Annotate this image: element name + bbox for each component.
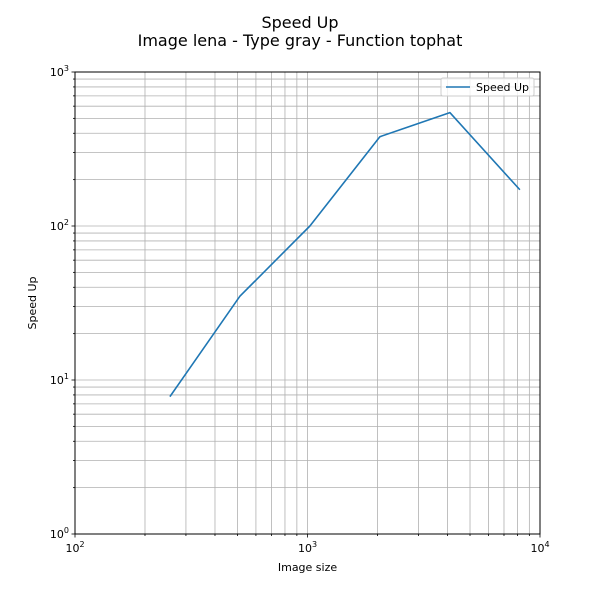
- chart-title: Speed Up: [261, 13, 339, 32]
- y-tick-label: 103: [50, 64, 69, 79]
- axis-ticks: 102 103 104 100 101 102 103: [50, 64, 550, 555]
- x-axis-label: Image size: [278, 561, 338, 574]
- y-tick-label: 101: [50, 372, 69, 387]
- series-layer: [169, 111, 521, 398]
- legend: Speed Up: [440, 77, 535, 97]
- grid-lines: [74, 71, 541, 535]
- legend-label: Speed Up: [476, 81, 529, 94]
- legend-box: [440, 77, 535, 97]
- x-tick-label: 103: [298, 540, 317, 555]
- x-tick-label: 104: [530, 540, 549, 555]
- series-line-speed-up: [169, 111, 521, 398]
- x-tick-label: 102: [65, 540, 84, 555]
- y-tick-label: 100: [50, 526, 69, 541]
- y-axis-label: Speed Up: [26, 276, 39, 329]
- y-tick-label: 102: [50, 218, 69, 233]
- chart-subtitle: Image lena - Type gray - Function tophat: [137, 31, 463, 50]
